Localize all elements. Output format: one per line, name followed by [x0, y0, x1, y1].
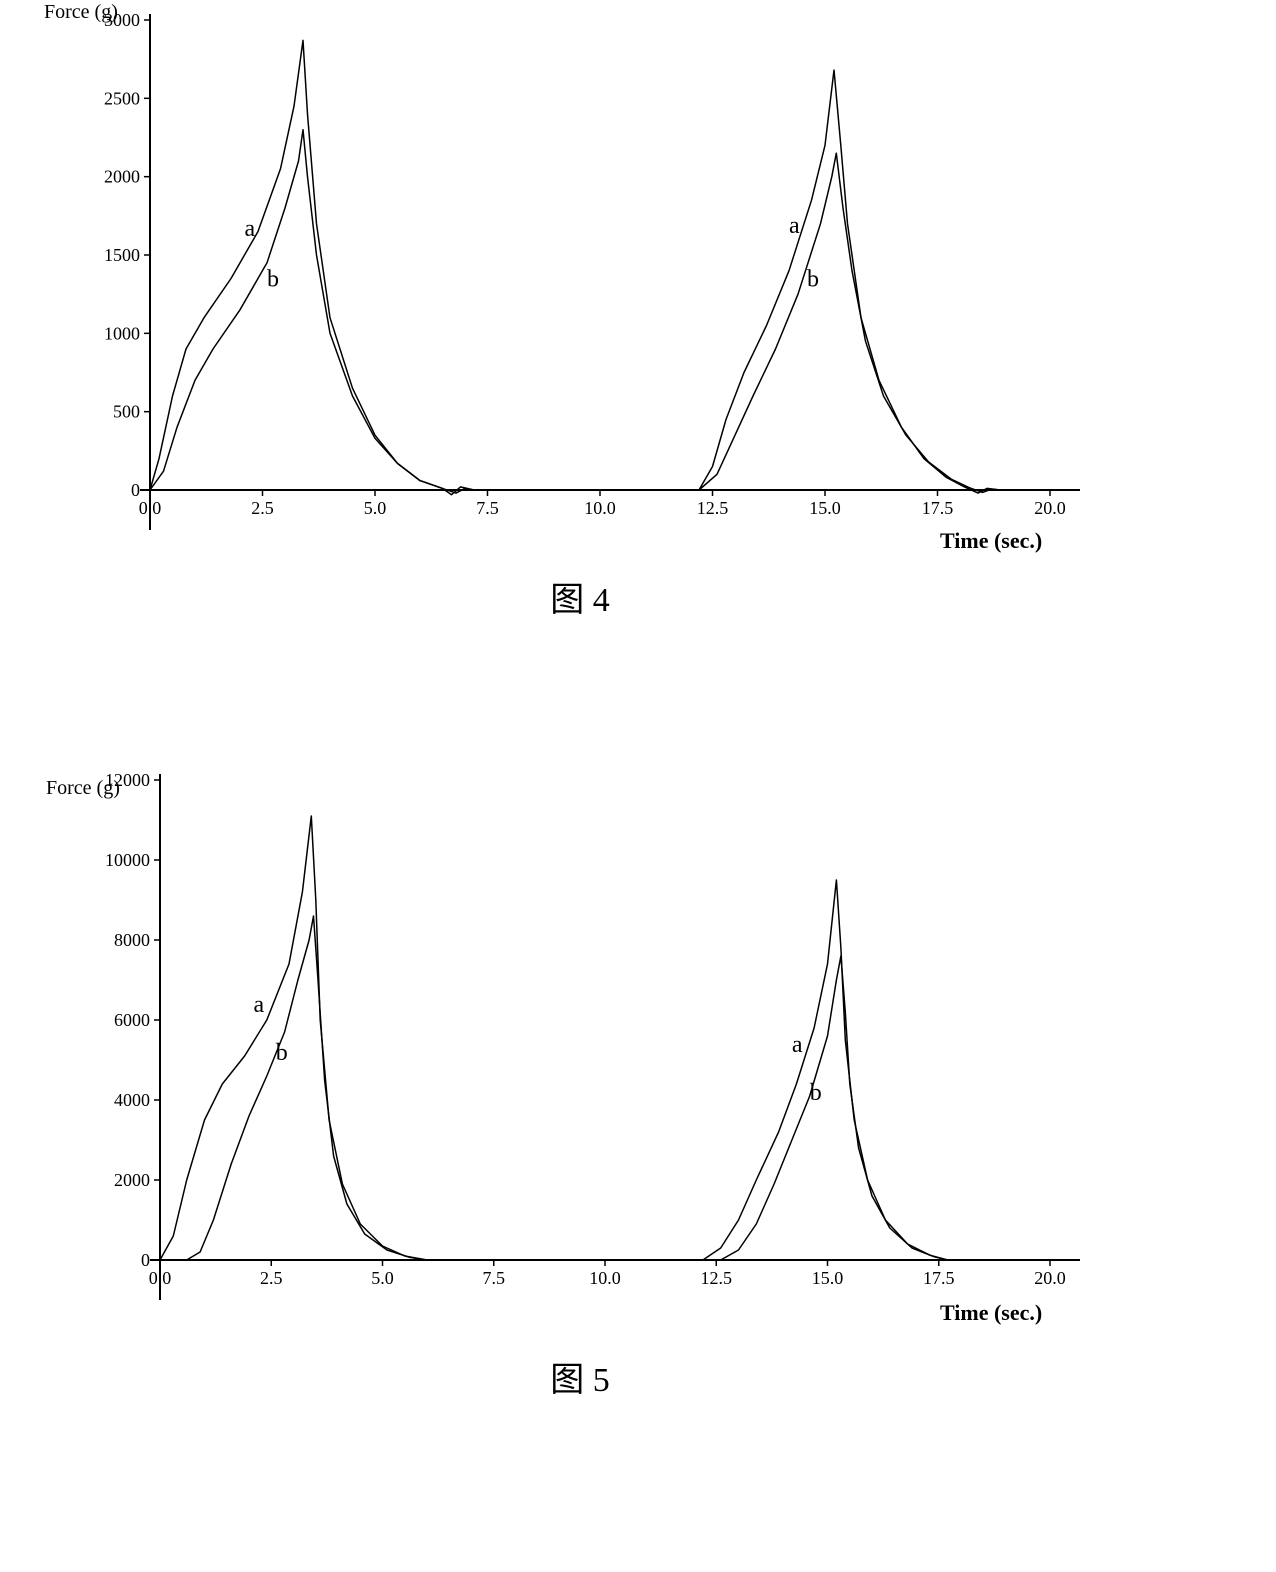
x-tick-label: 12.5 — [701, 1268, 733, 1288]
x-tick-label: 17.5 — [922, 498, 954, 518]
series-label-b: b — [276, 1040, 288, 1066]
x-tick-label: 0.0 — [149, 1268, 172, 1288]
fig5-caption: 图 5 — [40, 1352, 1120, 1401]
x-tick-label: 5.0 — [364, 498, 387, 518]
series-label-b: b — [807, 266, 819, 292]
x-tick-label: 5.0 — [371, 1268, 394, 1288]
x-axis-label: Time (sec.) — [940, 1300, 1042, 1325]
x-tick-label: 20.0 — [1034, 1268, 1066, 1288]
x-tick-label: 12.5 — [697, 498, 729, 518]
series-label-a: a — [245, 216, 256, 242]
series-label-a: a — [792, 1032, 803, 1058]
fig4-caption: 图 4 — [40, 572, 1120, 621]
series-b1 — [150, 130, 474, 495]
x-axis-label: Time (sec.) — [940, 528, 1042, 553]
y-tick-label: 1500 — [104, 245, 140, 265]
series-a2 — [699, 70, 1001, 493]
series-label-b: b — [267, 266, 279, 292]
y-tick-label: 0 — [131, 480, 140, 500]
series-b2 — [721, 956, 948, 1260]
y-tick-label: 6000 — [114, 1010, 150, 1030]
series-b1 — [187, 916, 427, 1260]
y-tick-label: 2000 — [104, 167, 140, 187]
fig4-block: 0500100015002000250030000.02.55.07.510.0… — [40, 0, 1120, 621]
series-label-a: a — [253, 992, 264, 1018]
series-a1 — [150, 40, 474, 493]
series-a1 — [160, 816, 427, 1260]
series-b2 — [699, 153, 1001, 492]
y-tick-label: 500 — [113, 402, 140, 422]
series-label-b: b — [810, 1080, 822, 1106]
x-tick-label: 7.5 — [483, 1268, 506, 1288]
x-tick-label: 20.0 — [1034, 498, 1066, 518]
y-tick-label: 1000 — [104, 323, 140, 343]
fig5-block: 0200040006000800010000120000.02.55.07.51… — [40, 760, 1120, 1401]
x-tick-label: 2.5 — [251, 498, 274, 518]
y-axis-label: Force (g) — [44, 1, 118, 23]
y-tick-label: 2500 — [104, 88, 140, 108]
x-tick-label: 2.5 — [260, 1268, 283, 1288]
y-tick-label: 8000 — [114, 930, 150, 950]
x-tick-label: 7.5 — [476, 498, 499, 518]
x-tick-label: 10.0 — [589, 1268, 621, 1288]
series-label-a: a — [789, 213, 800, 239]
x-tick-label: 15.0 — [812, 1268, 844, 1288]
series-a2 — [703, 880, 948, 1260]
x-tick-label: 0.0 — [139, 498, 162, 518]
y-tick-label: 0 — [141, 1250, 150, 1270]
y-axis-label: Force (g) — [46, 777, 120, 799]
y-tick-label: 10000 — [105, 850, 150, 870]
y-tick-label: 2000 — [114, 1170, 150, 1190]
fig4-chart: 0500100015002000250030000.02.55.07.510.0… — [40, 0, 1120, 560]
x-tick-label: 15.0 — [809, 498, 841, 518]
x-tick-label: 10.0 — [584, 498, 616, 518]
fig5-chart: 0200040006000800010000120000.02.55.07.51… — [40, 760, 1120, 1340]
x-tick-label: 17.5 — [923, 1268, 955, 1288]
y-tick-label: 4000 — [114, 1090, 150, 1110]
